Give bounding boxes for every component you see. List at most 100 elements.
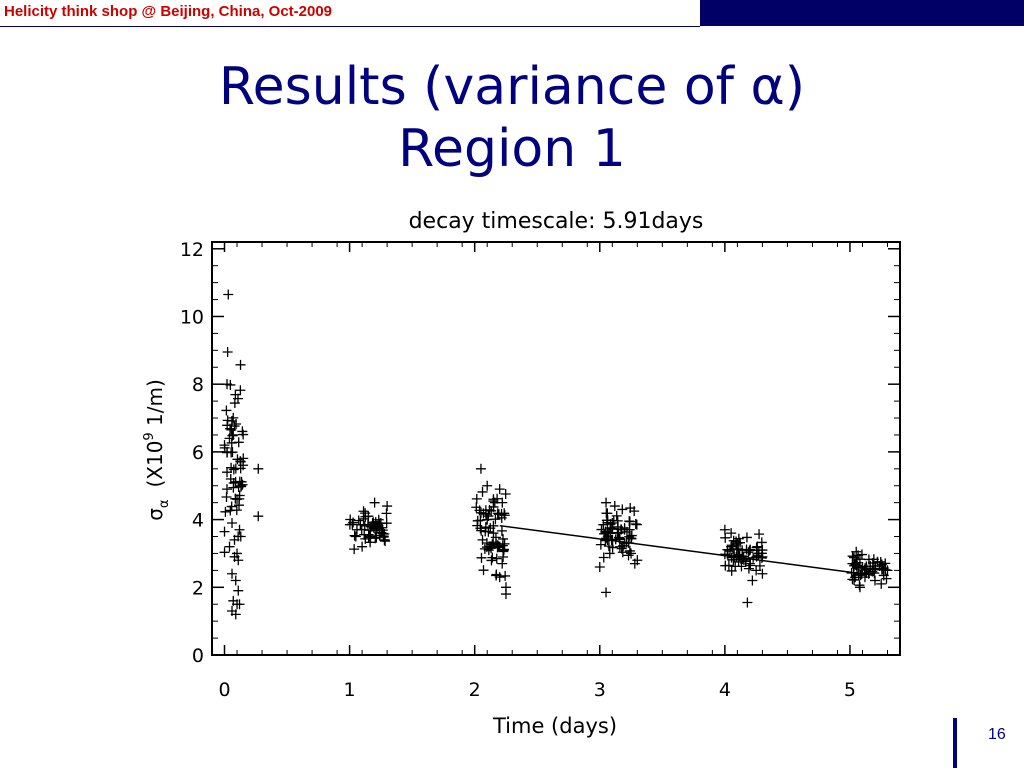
data-point <box>872 556 883 567</box>
data-point <box>230 609 241 620</box>
data-point <box>602 508 613 519</box>
data-point <box>488 528 499 539</box>
data-point <box>870 563 881 574</box>
data-point <box>850 572 861 583</box>
chart-title: decay timescale: 5.91days <box>409 209 704 234</box>
x-tick-label: 5 <box>844 679 856 701</box>
data-point <box>847 558 858 569</box>
data-point <box>605 519 616 530</box>
data-point <box>500 570 511 581</box>
y-tick-label: 12 <box>180 239 204 261</box>
y-axis-label-unit-prefix: (X10 <box>143 441 167 488</box>
data-point <box>624 516 635 527</box>
data-point <box>488 494 499 505</box>
x-tick-label: 2 <box>469 679 481 701</box>
y-axis-label-subscript: α <box>157 500 172 509</box>
plot-frame <box>211 241 901 656</box>
data-point <box>484 541 495 552</box>
data-point <box>228 412 239 423</box>
data-point <box>225 473 236 484</box>
data-point <box>238 429 249 440</box>
data-point <box>480 522 491 533</box>
data-point <box>222 379 233 390</box>
data-point <box>494 484 505 495</box>
data-point <box>601 497 612 508</box>
data-point <box>849 574 860 585</box>
footer-rule <box>953 718 957 768</box>
data-point <box>229 534 240 545</box>
data-point <box>226 437 237 448</box>
data-point <box>219 547 230 558</box>
data-point <box>222 484 233 495</box>
data-point <box>594 561 605 572</box>
slide-title: Results (variance of α) Region 1 <box>0 56 1024 180</box>
data-point <box>613 528 624 539</box>
data-point <box>219 440 230 451</box>
data-point <box>233 555 244 566</box>
data-point <box>220 506 231 517</box>
data-point <box>230 389 241 400</box>
data-point <box>726 541 737 552</box>
data-point <box>855 570 866 581</box>
data-point <box>751 565 762 576</box>
data-point <box>744 558 755 569</box>
data-point <box>224 541 235 552</box>
data-point <box>471 502 482 513</box>
data-point <box>349 544 360 555</box>
data-point <box>742 597 753 608</box>
data-point <box>744 545 755 556</box>
data-point <box>369 523 380 534</box>
data-point <box>869 575 880 586</box>
data-point <box>472 515 483 526</box>
data-point <box>494 541 505 552</box>
data-point <box>234 476 245 487</box>
data-point <box>253 463 264 474</box>
data-point <box>757 545 768 556</box>
data-point <box>609 501 620 512</box>
data-point <box>623 550 634 561</box>
y-tick-label: 0 <box>192 645 204 667</box>
data-point <box>228 464 239 475</box>
data-point <box>719 524 730 535</box>
y-axis-label: σα (X109 1/m) <box>142 379 172 521</box>
data-point <box>851 560 862 571</box>
data-point <box>595 539 606 550</box>
data-point <box>848 552 859 563</box>
data-point <box>227 517 238 528</box>
data-point <box>378 532 389 543</box>
data-point <box>624 524 635 535</box>
data-point <box>741 532 752 543</box>
data-point <box>752 541 763 552</box>
data-point <box>726 528 737 539</box>
data-point <box>231 505 242 516</box>
data-points <box>219 289 893 620</box>
y-axis-label-sigma: σ <box>143 508 167 521</box>
data-point <box>357 541 368 552</box>
data-point <box>745 544 756 555</box>
data-point <box>497 558 508 569</box>
data-point <box>738 551 749 562</box>
data-point <box>500 489 511 500</box>
data-point <box>227 568 238 579</box>
data-point <box>478 565 489 576</box>
data-point <box>223 289 234 300</box>
data-point <box>221 405 232 416</box>
data-point <box>353 515 364 526</box>
data-point <box>747 575 758 586</box>
data-point <box>232 494 243 505</box>
data-point <box>629 506 640 517</box>
y-axis-label-exponent: 9 <box>142 432 157 440</box>
data-point <box>626 533 637 544</box>
x-tick-label: 1 <box>344 679 356 701</box>
data-point <box>233 585 244 596</box>
data-point <box>482 514 493 525</box>
data-point <box>230 575 241 586</box>
slide-title-line-1: Results (variance of α) <box>218 57 806 117</box>
data-point <box>607 517 618 528</box>
data-point <box>617 504 628 515</box>
data-point <box>499 510 510 521</box>
data-point <box>882 565 893 576</box>
data-point <box>471 493 482 504</box>
